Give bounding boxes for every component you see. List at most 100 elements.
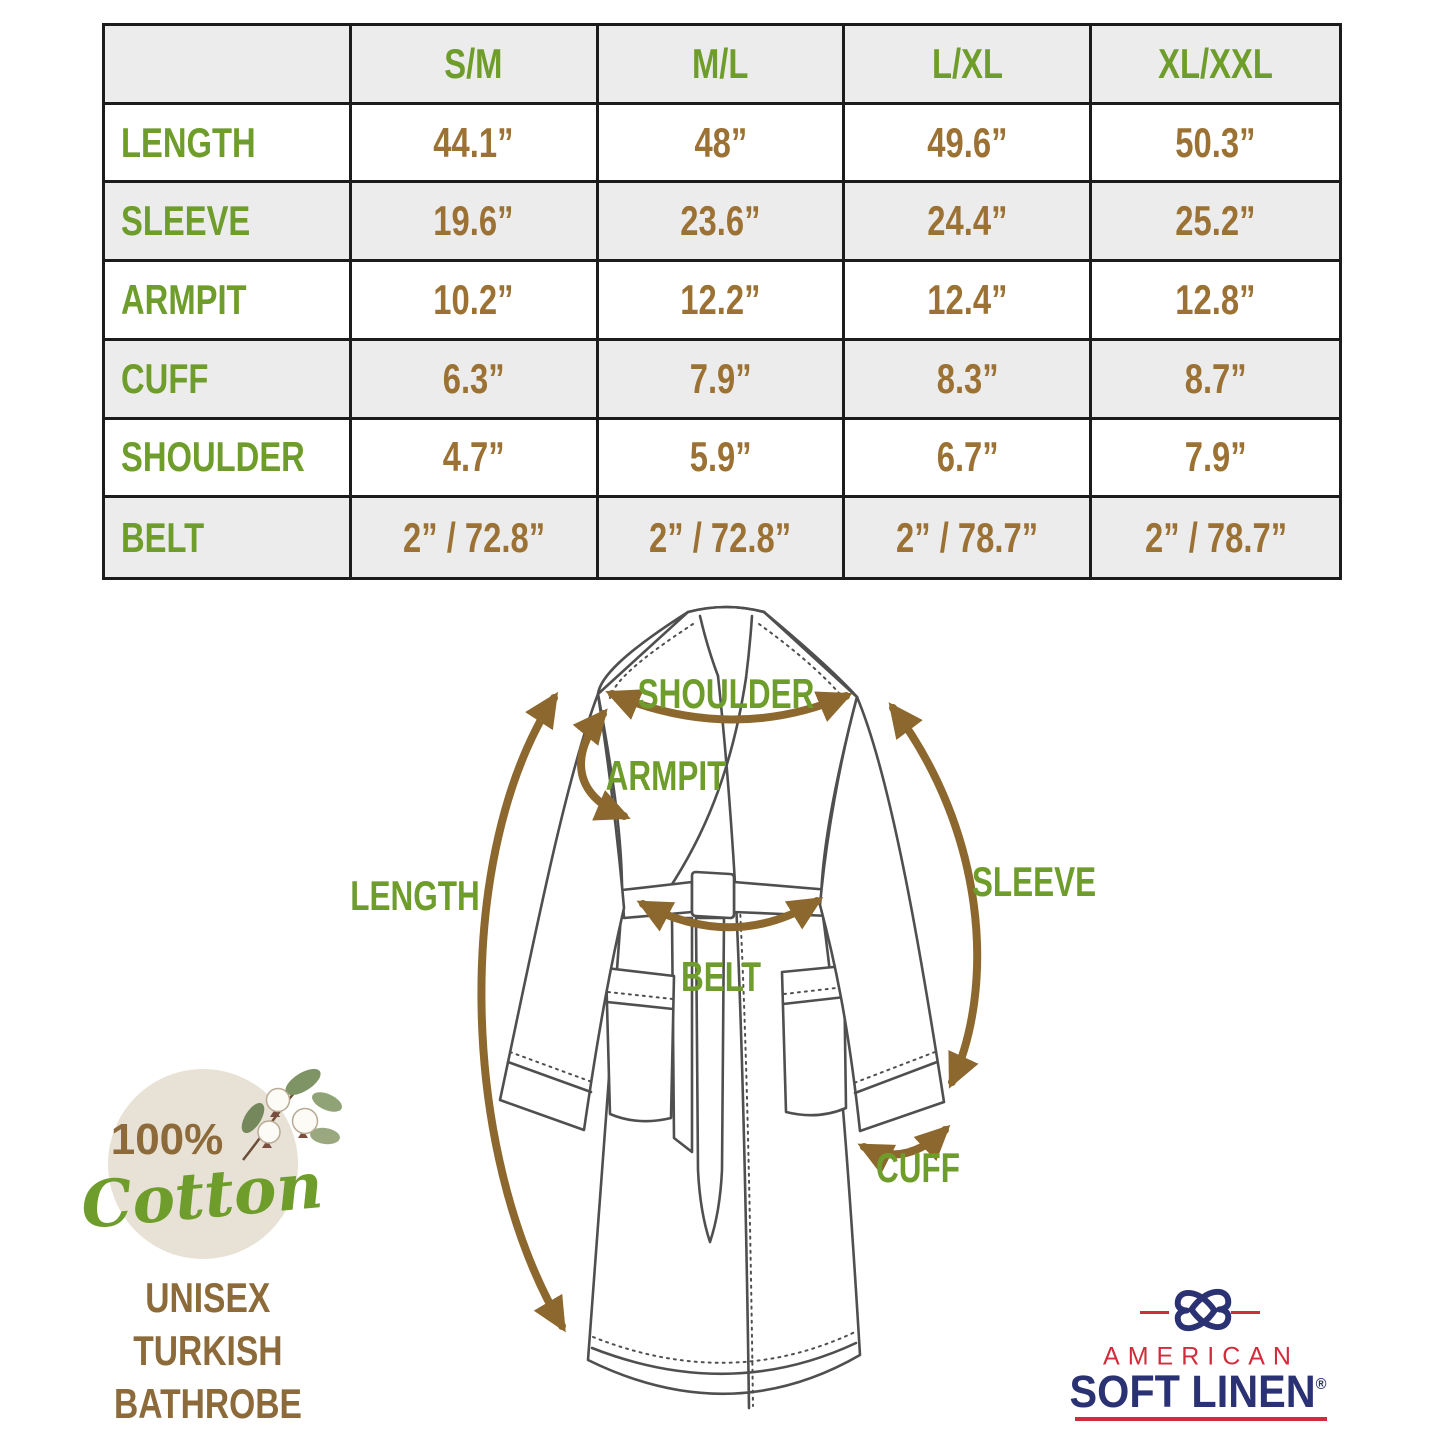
size-value-cell: 23.6” (598, 183, 846, 263)
size-value-cell: 12.8” (1092, 262, 1339, 341)
row-label-text: SLEEVE (121, 197, 251, 245)
column-header: M/L (598, 26, 846, 105)
size-value-cell-text: 24.4” (927, 197, 1008, 245)
size-value-cell-text: 2” / 72.8” (649, 513, 792, 561)
size-value-cell-text: 48” (694, 118, 747, 166)
size-value-cell: 10.2” (351, 262, 599, 341)
length-diagram-label: LENGTH (350, 872, 480, 919)
row-label-text: CUFF (121, 354, 209, 402)
table-corner-cell (105, 26, 352, 105)
row-label: ARMPIT (105, 262, 352, 341)
size-value-cell-text: 23.6” (680, 197, 761, 245)
size-value-cell: 7.9” (598, 340, 846, 420)
row-label-text: BELT (121, 513, 205, 561)
hem-stitch-dotted (592, 1331, 856, 1364)
armpit-diagram-label: ARMPIT (605, 752, 727, 799)
size-value-cell: 2” / 72.8” (351, 498, 599, 577)
cuff-diagram-label: CUFF (876, 1144, 960, 1191)
pocket-left (604, 966, 676, 1123)
collar-top-edge (686, 605, 766, 614)
size-value-cell: 48” (598, 104, 846, 184)
size-value-cell: 6.3” (351, 340, 599, 420)
size-value-cell-text: 25.2” (1175, 197, 1256, 245)
brand-knot-icon (1174, 1288, 1232, 1332)
size-value-cell: 19.6” (351, 183, 599, 263)
logo-dash-right (1231, 1311, 1260, 1314)
belt-diagram-label: BELT (681, 953, 761, 1000)
sleeve-arrow (888, 702, 982, 1089)
neck-seam-left (698, 614, 720, 678)
sleeve-diagram-label: SLEEVE (971, 858, 1097, 905)
product-title: UNISEX TURKISH BATHROBE (91, 1272, 326, 1431)
row-label-text: ARMPIT (121, 275, 247, 323)
size-value-cell-text: 8.7” (1184, 354, 1247, 402)
size-value-cell-text: 6.7” (936, 433, 999, 481)
size-value-cell: 4.7” (351, 419, 599, 499)
length-arrow (477, 691, 566, 1333)
product-line-1: UNISEX (145, 1274, 271, 1321)
column-header-text: L/XL (931, 39, 1003, 87)
size-value-cell: 2” / 78.7” (845, 498, 1093, 577)
size-value-cell: 25.2” (1092, 183, 1339, 263)
size-value-cell-text: 10.2” (433, 275, 514, 323)
belt-arrow (636, 897, 824, 932)
cotton-plant-icon (241, 1068, 342, 1161)
product-line-3: BATHROBE (114, 1380, 302, 1427)
shoulder-diagram-label: SHOULDER (637, 670, 815, 717)
row-label-text: SHOULDER (121, 433, 305, 481)
front-edge-stitch (739, 907, 754, 1407)
hem-stitch (590, 1341, 858, 1376)
size-value-cell: 49.6” (845, 104, 1093, 184)
size-value-cell-text: 12.4” (927, 275, 1008, 323)
registered-mark: ® (1315, 1376, 1327, 1393)
column-header: L/XL (845, 26, 1093, 105)
row-label: SLEEVE (105, 183, 352, 263)
row-label-text: LENGTH (121, 118, 256, 166)
size-value-cell: 8.3” (845, 340, 1093, 420)
pocket-right (780, 964, 848, 1117)
size-value-cell: 5.9” (598, 419, 846, 499)
logo-dash-left (1140, 1311, 1169, 1314)
logo-american-text: AMERICAN (1103, 1342, 1299, 1371)
size-value-cell-text: 4.7” (442, 433, 505, 481)
column-header: XL/XXL (1092, 26, 1339, 105)
size-value-cell: 12.4” (845, 262, 1093, 341)
row-label: BELT (105, 498, 352, 577)
row-label: SHOULDER (105, 419, 352, 499)
pocket-left-band (605, 1000, 675, 1011)
logo-underline (1075, 1417, 1327, 1421)
column-header: S/M (351, 26, 599, 105)
pocket-right-stitch (783, 986, 846, 995)
size-value-cell: 2” / 72.8” (598, 498, 846, 577)
row-label: LENGTH (105, 104, 352, 184)
cotton-percent-text: 100% (110, 1115, 224, 1164)
size-value-cell-text: 19.6” (433, 197, 514, 245)
size-value-cell-text: 12.8” (1175, 275, 1256, 323)
size-value-cell-text: 7.9” (689, 354, 752, 402)
product-line-2: TURKISH (133, 1327, 283, 1374)
size-value-cell-text: 6.3” (442, 354, 505, 402)
column-header-text: S/M (444, 39, 503, 87)
cuff-arrow (857, 1124, 951, 1175)
bathrobe-diagram (477, 605, 982, 1410)
armpit-arrow (572, 708, 631, 821)
size-value-cell-text: 8.3” (936, 354, 999, 402)
size-value-cell: 12.2” (598, 262, 846, 341)
size-value-cell-text: 50.3” (1175, 118, 1256, 166)
size-value-cell: 50.3” (1092, 104, 1339, 184)
column-header-text: M/L (692, 39, 749, 87)
size-value-cell: 6.7” (845, 419, 1093, 499)
size-value-cell: 24.4” (845, 183, 1093, 263)
size-value-cell-text: 2” / 72.8” (402, 513, 545, 561)
size-value-cell: 2” / 78.7” (1092, 498, 1339, 577)
collar-left-edge (596, 610, 690, 696)
size-value-cell-text: 2” / 78.7” (896, 513, 1039, 561)
logo-brand-text: SOFT LINEN® (1069, 1366, 1327, 1417)
front-edge (734, 900, 751, 1410)
pocket-right-band (781, 995, 847, 1006)
belt-tail-long (694, 916, 726, 1244)
size-value-cell-text: 5.9” (689, 433, 752, 481)
belt-knot (690, 870, 736, 920)
size-value-cell: 8.7” (1092, 340, 1339, 420)
